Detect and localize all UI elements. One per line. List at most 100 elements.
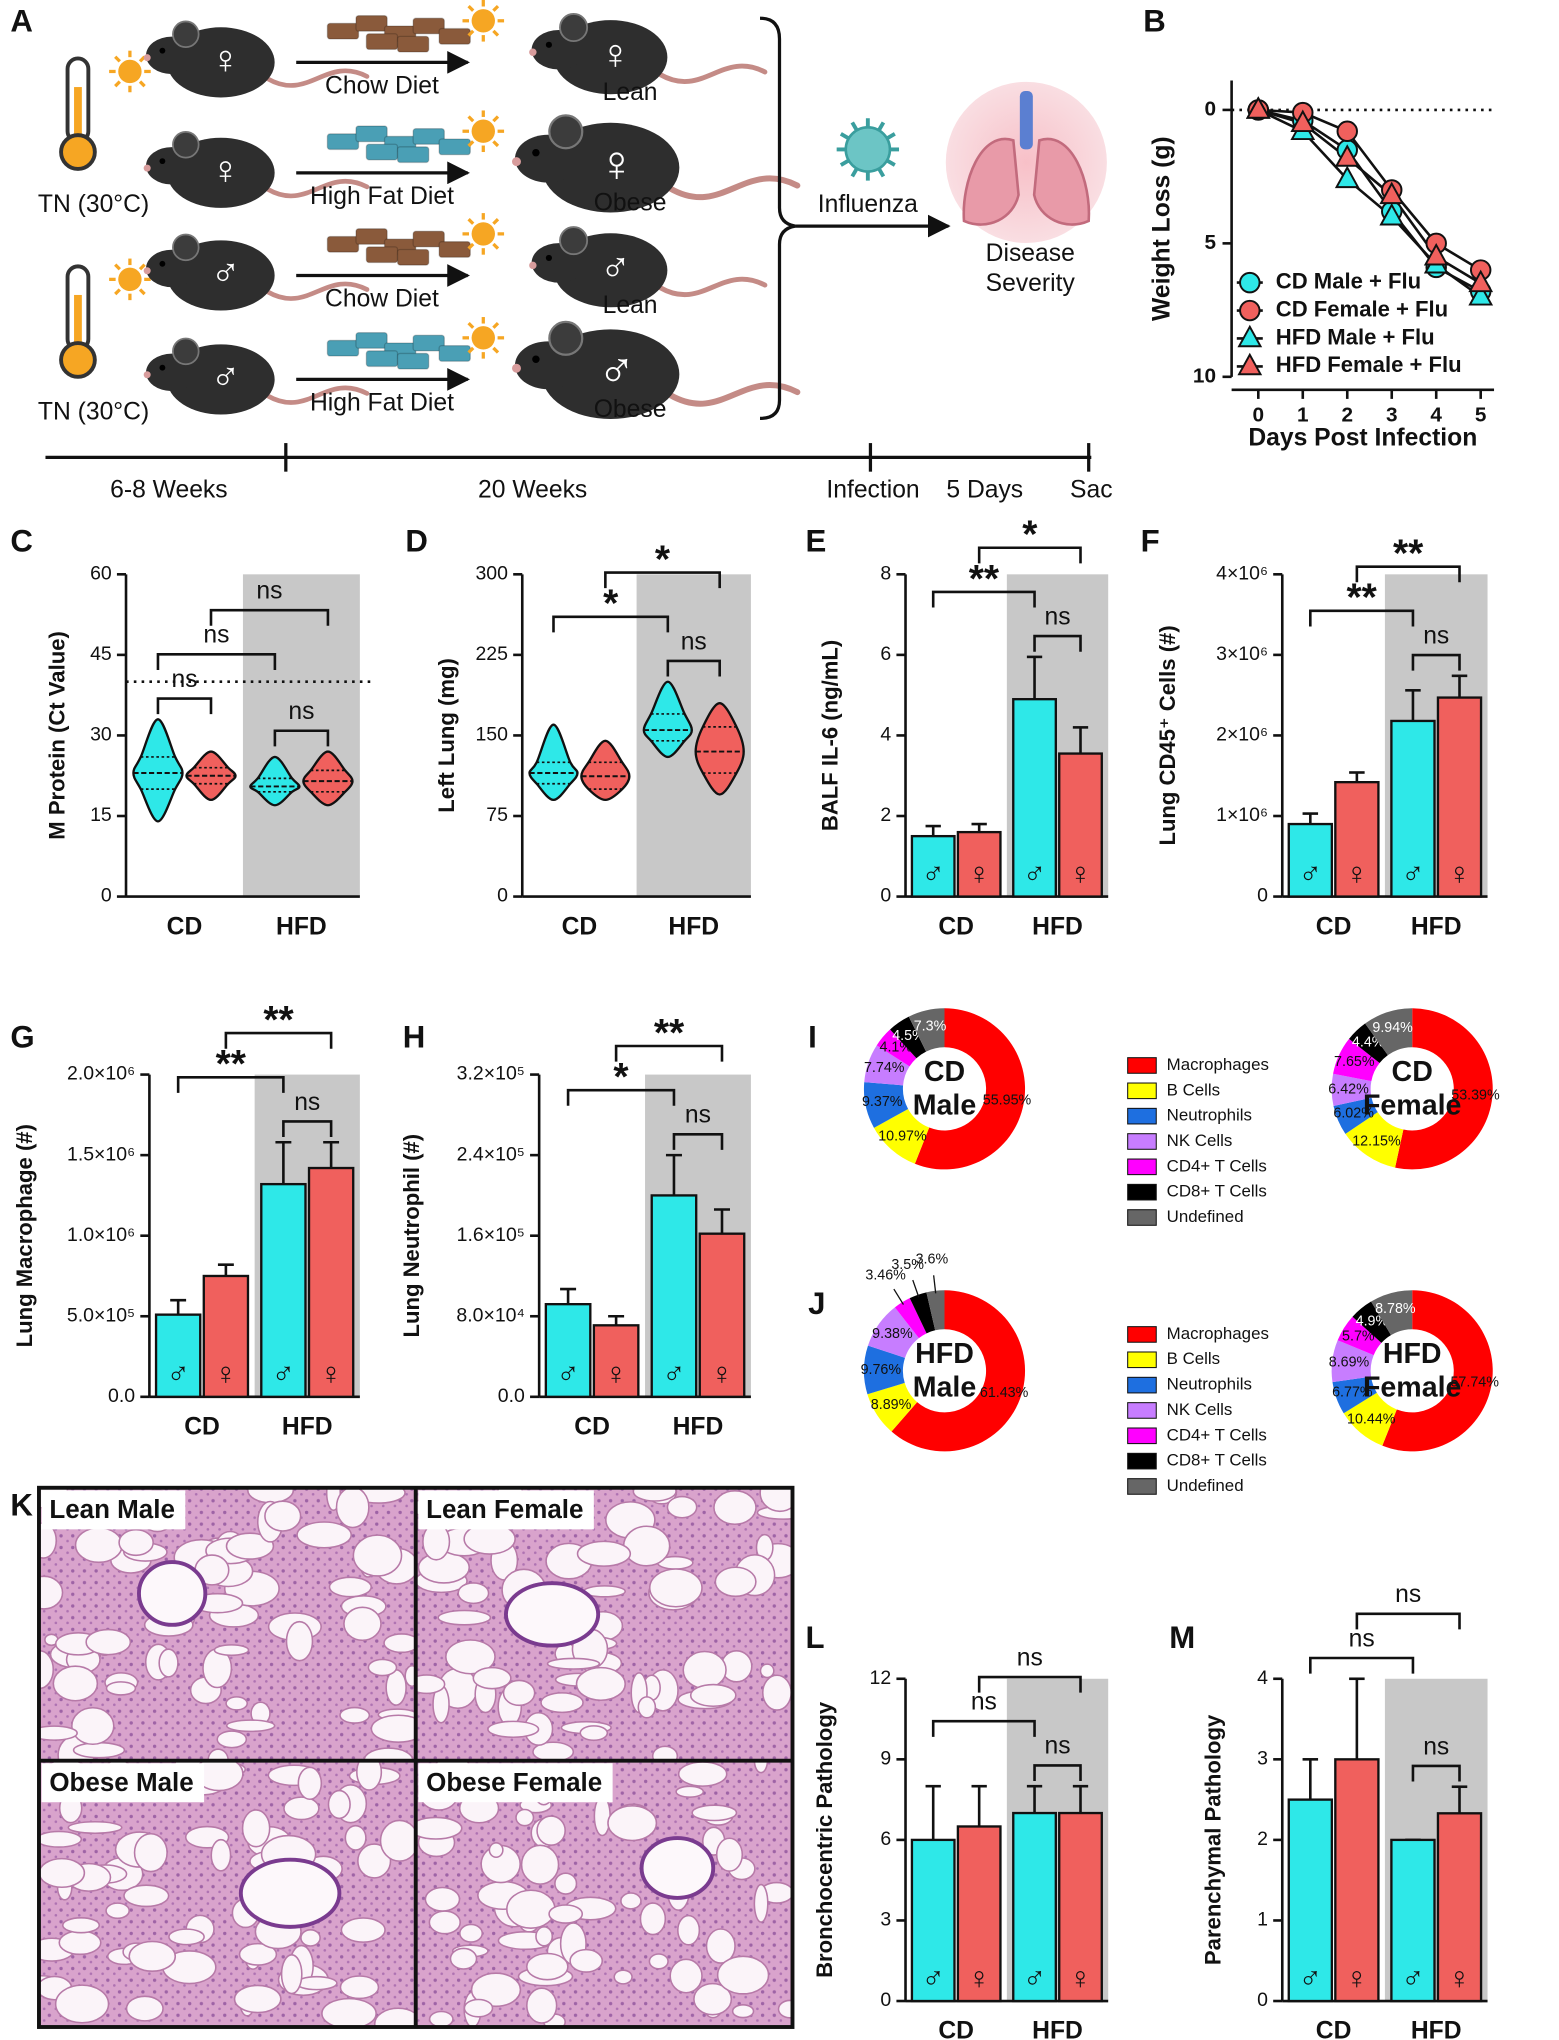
sun-disc [471,326,495,350]
significance-label: ns [681,628,707,655]
slice-label: 7.65% [1334,1054,1375,1070]
bar [544,1303,592,1398]
y-tick-label: 3.2×10⁵ [457,1063,525,1085]
y-tick-label: 300 [475,562,508,584]
mouse-nose [529,48,537,56]
outcome-label: Lean [603,292,658,319]
legend-swatch [1127,1183,1157,1201]
significance-label: ns [1017,1644,1043,1671]
bar [1436,1812,1483,2003]
y-tick-label: 0 [101,885,112,907]
x-tick-label: 1 [1297,403,1309,426]
significance-label: * [603,583,619,626]
x-category-label: HFD [673,1414,724,1441]
alveolus [677,1914,701,1946]
significance-label: ns [294,1089,320,1116]
slice-label: 55.95% [983,1093,1032,1109]
y-tick-label: 15 [90,804,112,826]
mouse-tail [657,276,768,298]
y-axis-label: Lung CD45⁺ Cells (#) [1155,625,1180,845]
food-block [396,352,430,370]
thermometer-level [74,87,82,145]
legend-label: CD8+ T Cells [1167,1451,1267,1470]
slice-label: 5.7% [1342,1329,1375,1345]
bar [1012,1811,1057,2003]
data-point [1423,242,1449,266]
alveolus [579,1725,609,1742]
mouse-icon: ♂ [512,320,801,420]
bar [1390,1838,1436,2003]
panel-label: B [1143,4,1166,39]
y-tick-label: 2×10⁶ [1216,724,1268,746]
image-label: Lean Female [426,1494,583,1524]
alveolus [415,1674,446,1695]
sun-ray [492,29,500,37]
legend-swatch [1127,1133,1157,1150]
significance-bracket [224,1031,333,1049]
legend-swatch [1127,1158,1157,1176]
histology-image [38,1487,416,1761]
sex-symbol: ♀ [1069,1960,1092,1995]
x-category-label: CD [1316,913,1352,940]
mouse-nose [143,267,151,275]
label-leader [893,1288,904,1305]
alveolus [123,1884,170,1908]
significance-label: ** [1393,533,1424,576]
alveolus [546,1657,601,1670]
image-label-bg [41,1763,205,1803]
x-category-label: CD [1316,2018,1352,2040]
food-block [438,138,471,156]
panel-label: M [1169,1620,1195,1655]
y-tick-label: 3×10⁶ [1216,643,1268,665]
legend-marker [1239,271,1261,294]
y-tick-label: 1.5×10⁶ [67,1143,135,1165]
slice-label: 12.15% [1352,1133,1401,1149]
donut-slice [873,1108,930,1164]
legend-swatch [1127,1057,1157,1074]
alveolus [379,1819,416,1862]
food-block [396,248,430,266]
slice-label: 9.38% [872,1326,913,1342]
x-category-label: CD [574,1414,610,1441]
diet-label: Chow Diet [325,73,439,100]
y-tick-label: 6 [880,1828,891,1850]
sun-ray [138,263,146,271]
bar [956,830,1002,898]
alveolus [168,1928,205,1946]
slice-label: 10.44% [1347,1411,1396,1427]
violin-body [132,718,184,823]
sex-symbol: ♀ [214,1356,237,1391]
sex-symbol: ♂ [1023,856,1046,891]
x-tick-label: 0 [1253,403,1265,426]
sun-disc [471,9,495,33]
slice-label: 4.9% [1356,1313,1389,1329]
mouse-eye [545,254,552,262]
panel-label: C [10,523,33,558]
alveolus [463,1998,494,2018]
slice-label: 8.89% [871,1397,912,1413]
virus-body [844,126,892,173]
alveolus [404,1664,416,1688]
sex-symbol: ♀ [604,1356,627,1391]
sun-ray [138,288,146,296]
legend-label: B Cells [1167,1080,1220,1099]
donut-slice [1337,1316,1382,1356]
alveolus [343,1606,382,1642]
sex-symbol: ♂ [600,243,631,290]
alveolus [71,1706,115,1746]
data-point [1468,283,1494,306]
mouse-nose [512,363,521,373]
slice-label: 57.74% [1450,1375,1499,1391]
significance-bracket [614,1044,724,1062]
donut-slice [909,1292,936,1334]
alveolus [72,1741,126,1759]
alveolus [373,2007,416,2028]
sex-symbol: ♀ [1448,1960,1471,1995]
x-tick-label: 2 [1341,403,1353,426]
mouse-icon: ♀ [143,20,370,98]
sex-symbol: ♀ [211,148,241,192]
legend-swatch [1127,1209,1157,1226]
significance-label: ** [263,999,294,1042]
alveolus [428,1910,461,1935]
y-tick-label: 0 [497,885,508,907]
